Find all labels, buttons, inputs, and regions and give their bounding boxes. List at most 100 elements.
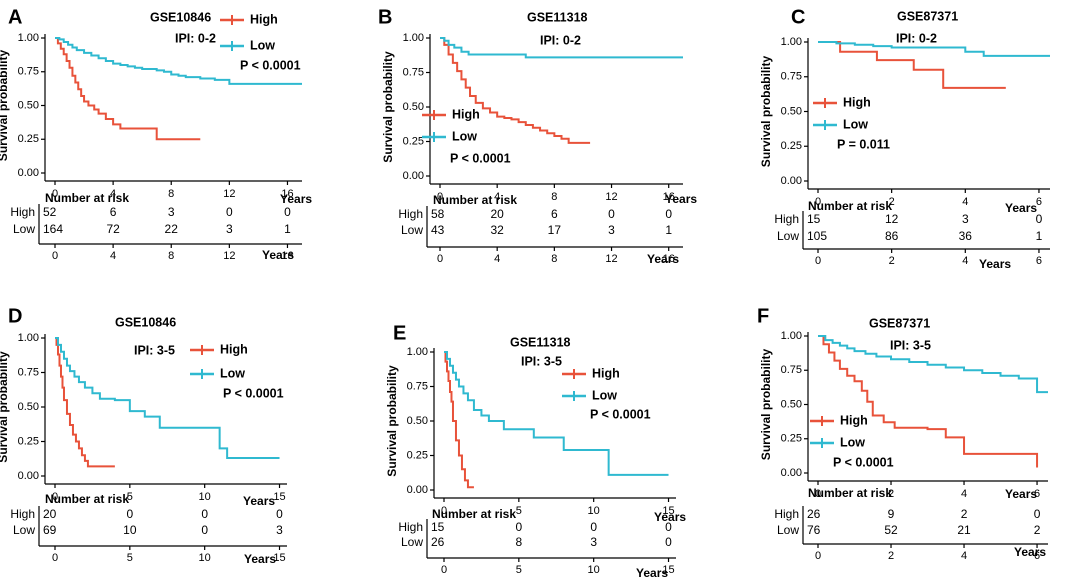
- panel-title: GSE11318: [510, 335, 571, 349]
- legend-label-high: High: [220, 342, 248, 356]
- legend-label-low: Low: [452, 129, 477, 143]
- risk-row-label-high: High: [10, 507, 35, 521]
- risk-x-tick-label: 0: [52, 552, 58, 564]
- y-tick-label: 1.00: [403, 32, 424, 44]
- x-tick-label: 15: [273, 491, 285, 503]
- risk-value-high: 0: [608, 207, 615, 221]
- legend-label-high: High: [843, 95, 871, 109]
- risk-x-tick-label: 5: [127, 552, 133, 564]
- y-tick-label: 1.00: [781, 330, 802, 342]
- y-tick-label: 0.75: [407, 380, 428, 392]
- x-tick-label: 6: [1036, 196, 1042, 208]
- y-tick-label: 0.25: [18, 435, 39, 447]
- risk-value-low: 26: [431, 535, 445, 549]
- risk-row-label-low: Low: [401, 223, 423, 237]
- x-axis-title: Years: [280, 192, 312, 206]
- risk-x-tick-label: 6: [1034, 550, 1040, 562]
- y-tick-label: 1.00: [18, 32, 39, 44]
- risk-x-tick-label: 2: [888, 550, 894, 562]
- x-tick-label: 8: [551, 191, 557, 203]
- x-tick-label: 4: [961, 488, 967, 500]
- panel-e: E GSE11318 IPI: 3-5 0.00 0.25 0.50 0.75 1.00 0 5 1…: [385, 322, 686, 579]
- risk-x-tick-label: 16: [663, 253, 675, 265]
- p-value: P < 0.0001: [833, 455, 894, 469]
- risk-value-low: 3: [276, 523, 283, 537]
- risk-value-high: 12: [885, 212, 899, 226]
- panel-letter: D: [8, 305, 22, 327]
- x-axis-title: Years: [1005, 487, 1037, 501]
- y-tick-label: 0.25: [407, 449, 428, 461]
- risk-x-tick-label: 12: [223, 250, 235, 262]
- y-tick-label: 0.00: [781, 175, 802, 187]
- risk-value-high: 2: [961, 507, 968, 521]
- y-axis-title: Survival probability: [0, 49, 10, 161]
- x-tick-label: 4: [494, 191, 500, 203]
- risk-value-high: 6: [110, 205, 117, 219]
- x-tick-label: 16: [663, 191, 675, 203]
- risk-value-high: 0: [201, 507, 208, 521]
- risk-x-tick-label: 15: [273, 552, 285, 564]
- x-tick-label: 0: [815, 196, 821, 208]
- risk-x-tick-label: 4: [494, 253, 500, 265]
- risk-value-high: 9: [888, 507, 895, 521]
- p-value: P = 0.011: [837, 137, 890, 151]
- x-tick-label: 8: [168, 188, 174, 200]
- legend-label-high: High: [452, 107, 480, 121]
- y-axis-title: Survival probability: [385, 365, 399, 477]
- risk-value-high: 0: [1034, 507, 1041, 521]
- risk-value-high: 52: [43, 205, 57, 219]
- y-tick-label: 0.50: [18, 401, 39, 413]
- x-tick-label: 6: [1034, 488, 1040, 500]
- risk-x-tick-label: 4: [961, 550, 967, 562]
- risk-value-low: 164: [43, 222, 63, 236]
- risk-value-low: 3: [226, 222, 233, 236]
- risk-table-title: Number at risk: [433, 193, 517, 207]
- x-tick-label: 0: [441, 505, 447, 517]
- risk-value-low: 21: [957, 523, 971, 537]
- survival-curve-low: [818, 41, 1050, 57]
- risk-value-high: 0: [665, 520, 672, 534]
- y-tick-label: 0.75: [18, 66, 39, 78]
- risk-x-axis-title: Years: [636, 566, 668, 579]
- risk-value-high: 20: [490, 207, 504, 221]
- x-tick-label: 0: [52, 188, 58, 200]
- y-tick-label: 0.75: [781, 364, 802, 376]
- panel-title: GSE11318: [527, 10, 588, 24]
- p-value: P < 0.0001: [240, 58, 301, 72]
- risk-value-high: 15: [807, 212, 821, 226]
- y-tick-label: 0.50: [781, 105, 802, 117]
- x-tick-label: 0: [437, 191, 443, 203]
- panel-letter: B: [378, 6, 392, 28]
- panel-d: D GSE10846 IPI: 3-5 0.00 0.25 0.50 0.75 1.00 0 5 1…: [0, 305, 287, 566]
- y-tick-label: 0.00: [18, 167, 39, 179]
- y-tick-label: 0.50: [407, 415, 428, 427]
- risk-x-tick-label: 0: [437, 253, 443, 265]
- risk-x-tick-label: 16: [281, 250, 293, 262]
- risk-x-axis-title: Years: [244, 552, 276, 566]
- survival-curve-high: [440, 37, 591, 144]
- legend-label-low: Low: [250, 38, 275, 52]
- y-axis-title: Survival probability: [759, 348, 773, 460]
- risk-value-high: 0: [590, 520, 597, 534]
- panel-letter: E: [393, 322, 406, 344]
- legend-label-low: Low: [843, 117, 868, 131]
- risk-table-title: Number at risk: [808, 486, 892, 500]
- risk-value-low: 86: [885, 229, 899, 243]
- y-tick-label: 0.00: [781, 467, 802, 479]
- legend-label-low: Low: [220, 366, 245, 380]
- y-tick-label: 0.50: [18, 99, 39, 111]
- y-tick-label: 0.00: [18, 470, 39, 482]
- risk-row-label-high: High: [10, 205, 35, 219]
- risk-value-high: 58: [431, 207, 445, 221]
- legend-label-high: High: [592, 366, 620, 380]
- panel-title: GSE87371: [869, 316, 930, 330]
- x-tick-label: 10: [199, 491, 211, 503]
- y-tick-label: 0.00: [403, 170, 424, 182]
- risk-value-low: 10: [123, 523, 137, 537]
- risk-value-high: 0: [126, 507, 133, 521]
- y-axis-title: Survival probability: [381, 51, 395, 163]
- risk-value-high: 0: [284, 205, 291, 219]
- risk-value-low: 1: [284, 222, 291, 236]
- risk-x-axis-title: Years: [1014, 545, 1046, 559]
- survival-curve-high: [55, 37, 201, 141]
